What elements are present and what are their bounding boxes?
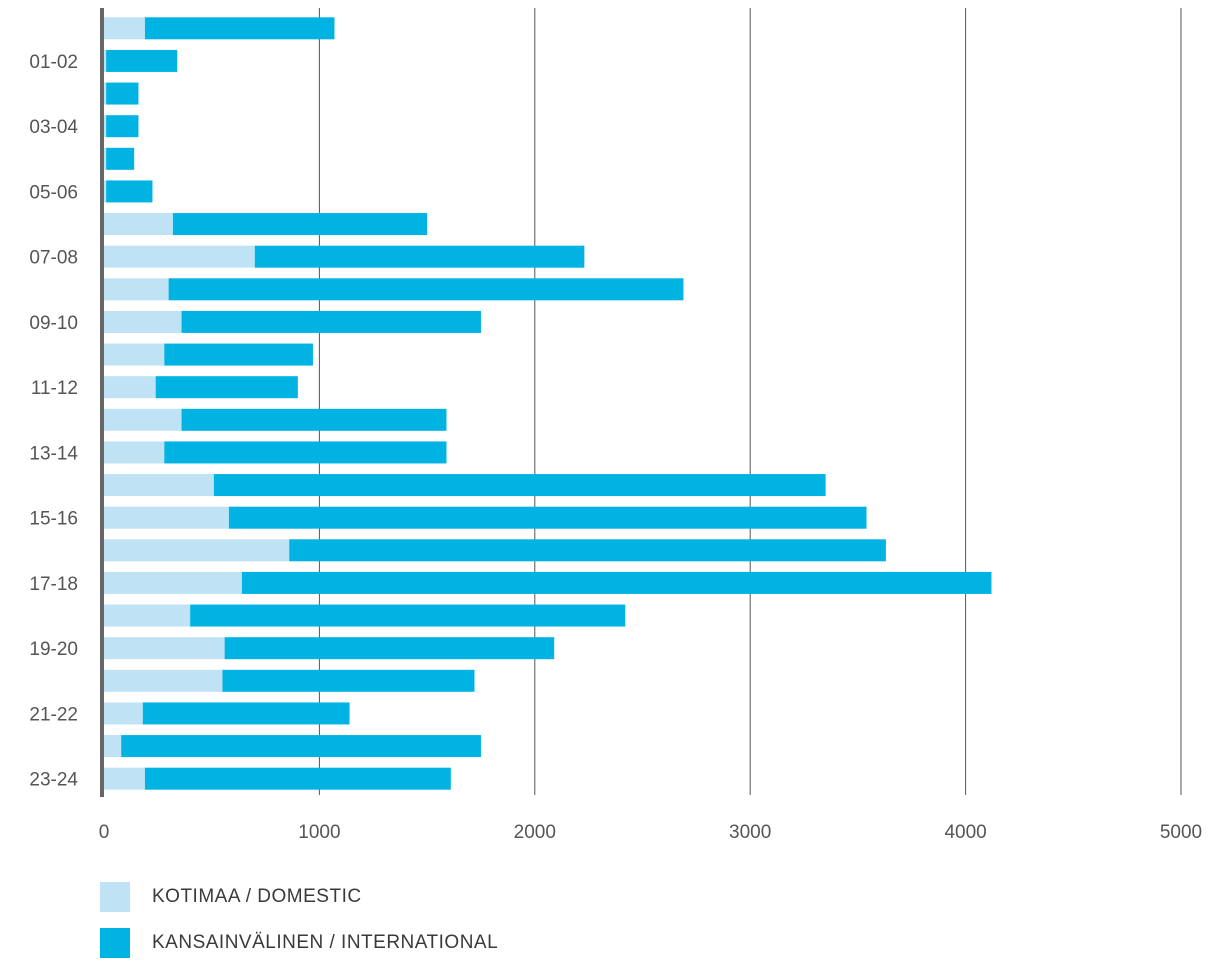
stacked-bar-chart: 0 1000 2000 3000 4000 5000 01-02 03-04 05-06 07-0… (29, 8, 1202, 843)
bar-domestic-06-07 (104, 213, 173, 236)
bar-international-02-03 (106, 82, 139, 105)
legend-item-domestic: KOTIMAA / DOMESTIC (100, 882, 498, 912)
bar-domestic-22-23 (104, 735, 122, 758)
bar-domestic-07-08 (104, 245, 255, 268)
legend-label-international: KANSAINVÄLINEN / INTERNATIONAL (152, 932, 499, 953)
bar-international-19-20 (224, 637, 555, 660)
bar-international-22-23 (121, 735, 481, 758)
y-tick-label-23-24: 23-24 (29, 770, 78, 791)
bar-domestic-02-03 (104, 82, 107, 105)
legend: KOTIMAA / DOMESTIC KANSAINVÄLINEN / INTE… (100, 882, 498, 974)
y-tick-label-03-04: 03-04 (29, 117, 78, 138)
bar-international-01-02 (106, 49, 178, 72)
bar-international-21-22 (142, 702, 350, 725)
bar-domestic-12-13 (104, 408, 182, 431)
x-tick-label-3000: 3000 (729, 822, 771, 843)
bar-domestic-19-20 (104, 637, 225, 660)
bar-international-16-17 (289, 539, 886, 562)
y-tick-label-15-16: 15-16 (29, 509, 78, 530)
bar-international-12-13 (181, 408, 447, 431)
y-tick-label-07-08: 07-08 (29, 248, 78, 269)
bar-international-23-24 (144, 767, 451, 790)
bar-domestic-03-04 (104, 115, 107, 138)
bar-international-05-06 (106, 180, 153, 203)
bar-domestic-14-15 (104, 474, 214, 497)
bar-domestic-10-11 (104, 343, 165, 366)
y-tick-label-19-20: 19-20 (29, 639, 78, 660)
x-tick-label-1000: 1000 (298, 822, 340, 843)
bar-international-04-05 (106, 147, 135, 170)
legend-swatch-international (100, 928, 130, 958)
y-tick-label-21-22: 21-22 (29, 704, 78, 725)
x-tick-label-0: 0 (99, 822, 110, 843)
bar-international-18-19 (190, 604, 626, 627)
legend-swatch-domestic (100, 882, 130, 912)
bar-domestic-00-01 (104, 17, 145, 40)
bars (104, 17, 992, 790)
bar-domestic-15-16 (104, 506, 229, 529)
bar-domestic-21-22 (104, 702, 143, 725)
bar-domestic-18-19 (104, 604, 191, 627)
bar-domestic-08-09 (104, 278, 169, 301)
bar-domestic-20-21 (104, 669, 223, 692)
bar-international-03-04 (106, 115, 139, 138)
bar-international-06-07 (172, 213, 428, 236)
y-tick-label-11-12: 11-12 (31, 378, 78, 399)
bar-international-20-21 (222, 669, 475, 692)
bar-international-17-18 (241, 571, 992, 594)
legend-item-international: KANSAINVÄLINEN / INTERNATIONAL (100, 928, 498, 958)
bar-international-14-15 (213, 474, 826, 497)
bar-domestic-11-12 (104, 376, 156, 399)
y-tick-label-13-14: 13-14 (29, 443, 78, 464)
bar-international-07-08 (254, 245, 585, 268)
x-tick-label-2000: 2000 (514, 822, 556, 843)
tick-labels: 0 1000 2000 3000 4000 5000 01-02 03-04 05-06 07-0… (29, 52, 1202, 843)
bar-international-10-11 (164, 343, 313, 366)
bar-domestic-04-05 (104, 147, 107, 170)
bar-domestic-01-02 (104, 49, 107, 72)
bar-domestic-09-10 (104, 310, 182, 333)
grid-lines (318, 8, 1182, 795)
legend-label-domestic: KOTIMAA / DOMESTIC (152, 886, 362, 907)
x-tick-label-5000: 5000 (1160, 822, 1202, 843)
bar-domestic-05-06 (104, 180, 107, 203)
y-tick-label-17-18: 17-18 (29, 574, 78, 595)
bar-domestic-13-14 (104, 441, 165, 464)
bar-international-15-16 (228, 506, 867, 529)
y-tick-label-01-02: 01-02 (29, 52, 78, 73)
bar-international-11-12 (155, 376, 298, 399)
x-tick-label-4000: 4000 (944, 822, 986, 843)
bar-domestic-17-18 (104, 571, 242, 594)
bar-domestic-23-24 (104, 767, 145, 790)
bar-domestic-16-17 (104, 539, 290, 562)
y-tick-label-05-06: 05-06 (29, 182, 78, 203)
y-tick-label-09-10: 09-10 (29, 313, 78, 334)
bar-international-00-01 (144, 17, 335, 40)
bar-international-08-09 (168, 278, 684, 301)
bar-international-09-10 (181, 310, 481, 333)
bar-international-13-14 (164, 441, 447, 464)
